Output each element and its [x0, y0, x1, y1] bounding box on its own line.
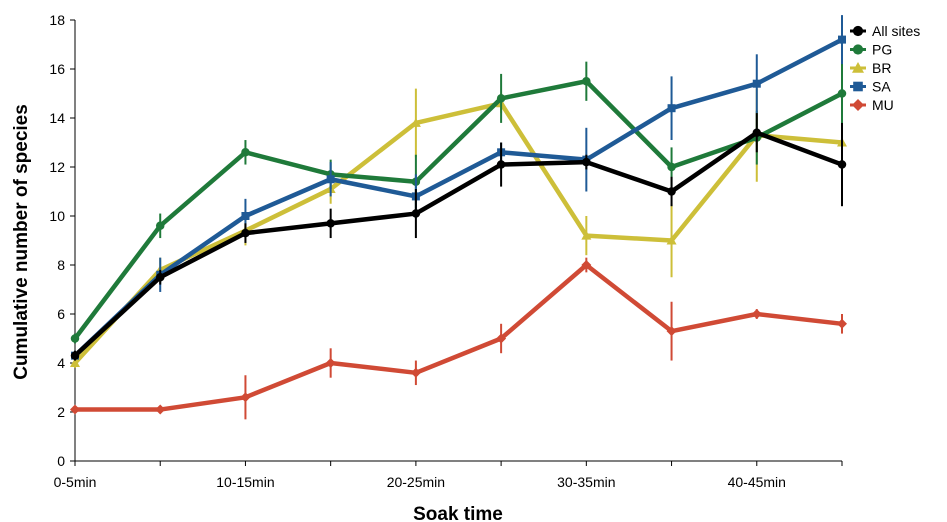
legend-item: BR: [850, 60, 891, 76]
data-point: [411, 209, 421, 218]
data-point: [70, 404, 80, 415]
data-point: [837, 160, 847, 169]
x-tick-label: 20-25min: [387, 474, 445, 490]
x-tick-label: 40-45min: [728, 474, 786, 490]
data-point: [752, 128, 762, 137]
data-point: [667, 162, 676, 172]
data-point: [581, 260, 592, 270]
y-tick-label: 18: [49, 12, 65, 28]
data-point: [70, 351, 80, 360]
data-point: [241, 148, 250, 157]
y-tick-label: 2: [57, 404, 65, 420]
y-tick-label: 16: [49, 61, 65, 77]
x-axis-title: Soak time: [413, 504, 503, 522]
legend-label: SA: [872, 79, 891, 95]
legend-label: MU: [872, 97, 894, 113]
y-tick-label: 0: [57, 453, 65, 469]
data-point: [496, 94, 506, 103]
legend-label: All sites: [872, 23, 920, 39]
legend-item: SA: [850, 79, 891, 95]
series-br: [70, 88, 847, 368]
y-tick-label: 12: [49, 159, 65, 175]
data-point: [70, 334, 80, 343]
series-all-sites: [70, 113, 847, 361]
data-point: [667, 104, 676, 113]
data-point: [666, 326, 677, 337]
data-point: [837, 318, 847, 329]
data-point: [241, 212, 250, 220]
data-point: [666, 235, 677, 245]
x-axis: 0-5min 10-15min 20-25min 30-35min 40-45min: [54, 460, 843, 490]
data-point: [240, 392, 251, 403]
legend-item: All sites: [850, 23, 920, 39]
data-point: [326, 219, 335, 228]
data-point: [496, 160, 506, 169]
series-mu: [70, 257, 847, 420]
y-axis: 0 2 4 6 8 10 12 14 16 18: [49, 12, 76, 469]
data-point: [326, 175, 335, 184]
legend-marker: [853, 81, 863, 92]
data-point: [155, 404, 166, 415]
data-point: [582, 157, 591, 167]
legend-marker: [852, 44, 864, 55]
legend: All sites PG BR SA MU: [850, 23, 920, 113]
data-point: [838, 35, 846, 44]
legend-item: PG: [850, 42, 892, 58]
y-tick-label: 8: [57, 257, 65, 273]
data-point: [325, 358, 336, 368]
data-point: [410, 117, 421, 127]
data-point: [496, 333, 507, 344]
series-line-all-sites: [73, 130, 843, 358]
y-axis-title: Cumulative number of species: [11, 104, 32, 380]
x-tick-label: 0-5min: [54, 474, 97, 490]
data-point: [70, 358, 80, 367]
data-point: [752, 79, 761, 88]
x-tick-label: 30-35min: [557, 474, 615, 490]
x-tick-label: 10-15min: [216, 474, 274, 490]
data-point: [837, 89, 847, 98]
data-point: [155, 221, 165, 231]
data-point: [410, 367, 421, 378]
series-line-sa: [73, 37, 844, 358]
data-point: [582, 77, 591, 86]
legend-marker: [852, 25, 864, 37]
legend-item: MU: [850, 97, 894, 113]
series-line-br: [73, 101, 843, 365]
data-point: [581, 230, 592, 240]
y-tick-label: 10: [49, 208, 65, 224]
series-line-mu: [75, 262, 843, 412]
legend-marker: [852, 62, 864, 73]
series-line-pg: [73, 79, 844, 340]
y-tick-label: 4: [57, 355, 65, 371]
series-layer: [70, 15, 847, 420]
y-tick-label: 6: [57, 306, 65, 322]
data-point: [155, 273, 165, 282]
legend-label: BR: [872, 60, 891, 76]
legend-label: PG: [872, 42, 892, 58]
legend-marker: [852, 99, 864, 111]
data-point: [667, 187, 676, 196]
data-point: [241, 228, 250, 238]
data-point: [751, 309, 762, 319]
y-tick-label: 14: [49, 110, 65, 126]
